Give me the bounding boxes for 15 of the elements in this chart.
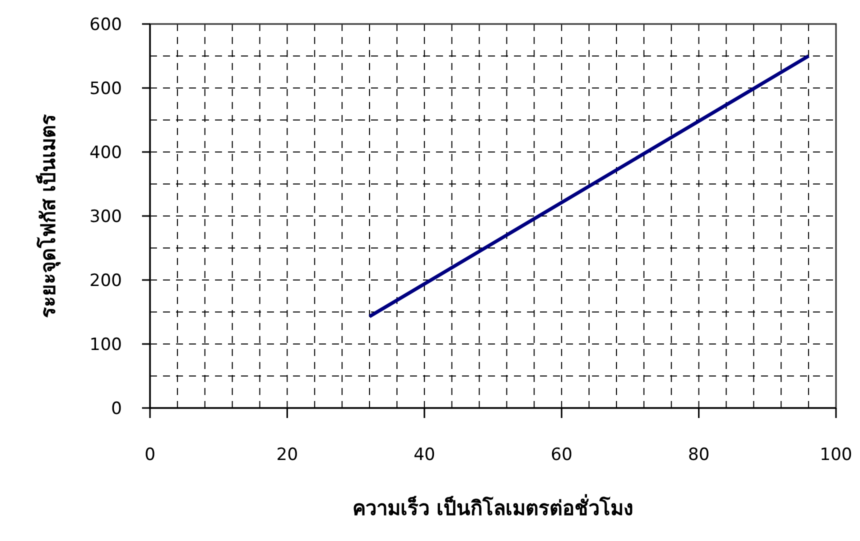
y-axis-title: ระยะจุดโฟกัส เป็นเมตร	[35, 114, 61, 318]
y-tick-label: 500	[90, 79, 122, 99]
y-tick-label: 200	[90, 271, 122, 291]
x-tick-label: 0	[144, 445, 156, 465]
y-tick-label: 300	[90, 207, 122, 227]
x-tick-label: 60	[550, 445, 572, 465]
y-tick-label: 400	[90, 143, 122, 163]
y-tick-label: 0	[111, 399, 122, 419]
y-tick-label: 100	[90, 335, 122, 355]
x-tick-label: 20	[276, 445, 298, 465]
x-tick-label: 100	[820, 445, 852, 465]
y-tick-label: 600	[90, 15, 122, 35]
x-tick-label: 80	[688, 445, 710, 465]
x-tick-label: 40	[414, 445, 436, 465]
x-axis-title: ความเร็ว เป็นกิโลเมตรต่อชั่วโมง	[352, 493, 634, 520]
